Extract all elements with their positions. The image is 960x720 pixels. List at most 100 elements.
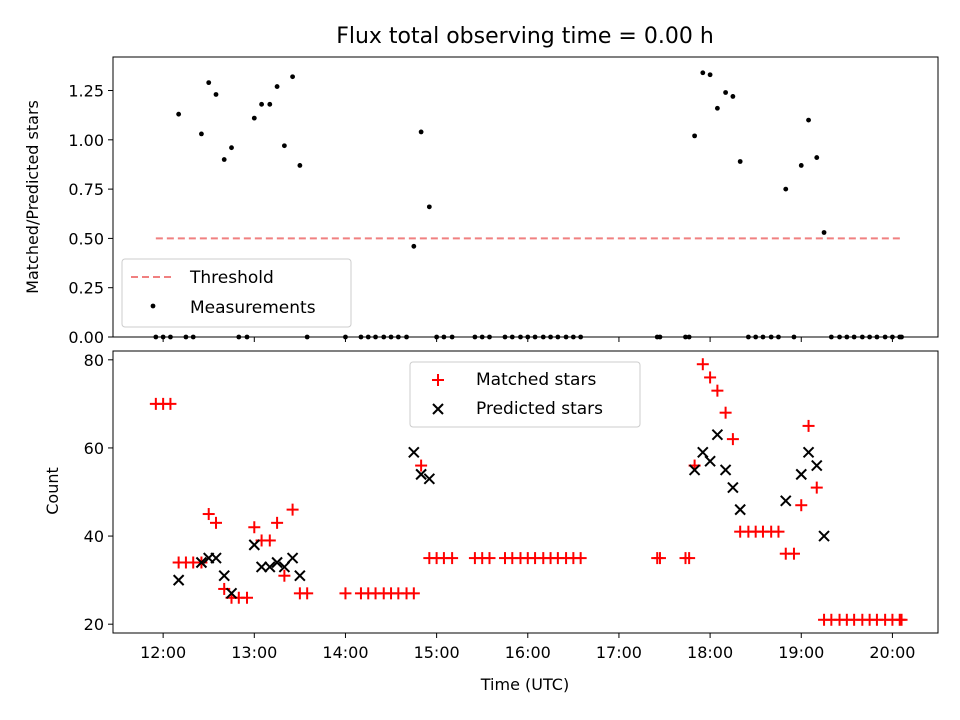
legend-matched-label: Matched stars [476,370,596,390]
legend-predicted-swatch [432,403,444,415]
predicted-stars-point [278,561,291,573]
predicted-stars-point [286,552,299,564]
measurement-point [259,101,264,107]
predicted-stars-point [802,446,815,459]
legend-threshold-label: Threshold [189,268,274,288]
top-y-tick-label: 1.00 [68,131,104,150]
predicted-stars-point [727,481,739,494]
matched-stars-point [711,384,724,397]
predicted-stars-point [423,473,436,485]
predicted-stars-point [408,446,420,459]
measurement-point [267,101,273,107]
legend-predicted-label: Predicted stars [476,399,603,419]
matched-stars-point [278,569,291,582]
measurement-point [297,163,303,168]
measurement-point [737,159,743,164]
matched-stars-point [810,481,823,494]
x-tick-label: 13:00 [231,643,277,662]
legend-matched-swatch [432,374,444,386]
matched-stars-point [726,433,739,446]
matched-stars-point [446,552,459,565]
measurement-point [221,157,227,162]
bottom-y-tick-label: 60 [84,439,104,458]
measurement-point [707,72,713,78]
top-y-axis-label: Matched/Predicted stars [23,100,42,294]
matched-stars-point [286,503,299,516]
predicted-stars-point [795,468,807,481]
measurement-point [783,186,789,192]
predicted-stars-point [225,587,238,600]
measurement-point [418,129,424,135]
matched-stars-point [795,499,808,512]
measurement-point [251,115,257,121]
top-y-tick-label: 0.00 [68,328,104,347]
matched-stars-point [415,459,428,472]
x-tick-label: 17:00 [596,643,642,662]
predicted-stars-point [780,495,792,507]
predicted-stars-point [195,556,208,569]
x-tick-label: 16:00 [505,643,551,662]
x-tick-label: 12:00 [140,643,186,662]
matched-stars-point [339,587,352,600]
top-y-tick-label: 0.25 [68,279,104,298]
predicted-stars-point [248,539,261,551]
top-y-tick-label: 0.50 [68,229,104,248]
top-legend: Threshold Measurements [121,258,352,328]
measurement-point [199,131,204,137]
top-y-tick-label: 1.25 [68,82,104,101]
matched-stars-point [202,508,215,521]
measurement-point [798,163,804,168]
measurement-point [730,94,736,99]
predicted-stars-point [415,468,427,481]
measurement-point [290,74,295,80]
measurement-point [213,92,219,97]
matched-stars-point [241,591,254,604]
matched-stars-point [696,358,709,371]
measurement-point [692,133,698,139]
x-axis-label: Time (UTC) [480,675,569,694]
predicted-stars-point [218,570,230,582]
bottom-legend: Matched stars Predicted stars [409,361,641,428]
top-panel: Matched/Predicted stars 0.00 0.25 0.50 0.75… [23,56,939,347]
x-tick-label: 18:00 [687,643,733,662]
measurement-point [700,70,706,76]
predicted-stars-point [697,446,709,459]
measurement-point [176,111,182,117]
legend-measurements-swatch [150,303,156,309]
predicted-stars-point [264,561,276,573]
top-plot-frame [112,56,939,338]
matched-stars-point [772,525,785,538]
matched-stars-point [483,552,496,565]
matched-stars-point [787,547,800,560]
measurement-point [714,105,720,111]
bottom-panel: Count 20 40 60 80 12:00 13:00 14:00 15:00 16:00 1… [43,350,939,694]
x-tick-label: 14:00 [322,643,368,662]
predicted-stars-point [172,574,185,586]
predicted-stars-point [704,455,716,467]
bottom-y-tick-label: 40 [84,527,104,546]
bottom-y-tick-label: 20 [84,615,104,634]
measurement-point [723,90,728,95]
matched-stars-point [802,419,815,432]
measurement-point [426,204,432,210]
bottom-plot-frame [112,350,939,634]
matched-stars-point [271,516,284,529]
matched-stars-point [704,371,717,384]
measurement-point [814,155,820,160]
matched-stars-point [210,516,223,529]
measurement-point [806,117,811,123]
matched-stars-point [653,552,666,565]
matched-stars-point [574,552,587,565]
matched-stars-point [895,613,908,626]
matched-stars-point [248,521,261,534]
predicted-stars-point [294,570,306,582]
measurement-point [821,230,827,235]
matched-stars-point [164,397,177,410]
predicted-stars-point [711,429,724,441]
measurement-point [411,243,417,249]
x-tick-label: 19:00 [778,643,824,662]
matched-stars-point [683,552,696,565]
measurement-point [281,143,287,149]
measurement-point [229,145,234,151]
